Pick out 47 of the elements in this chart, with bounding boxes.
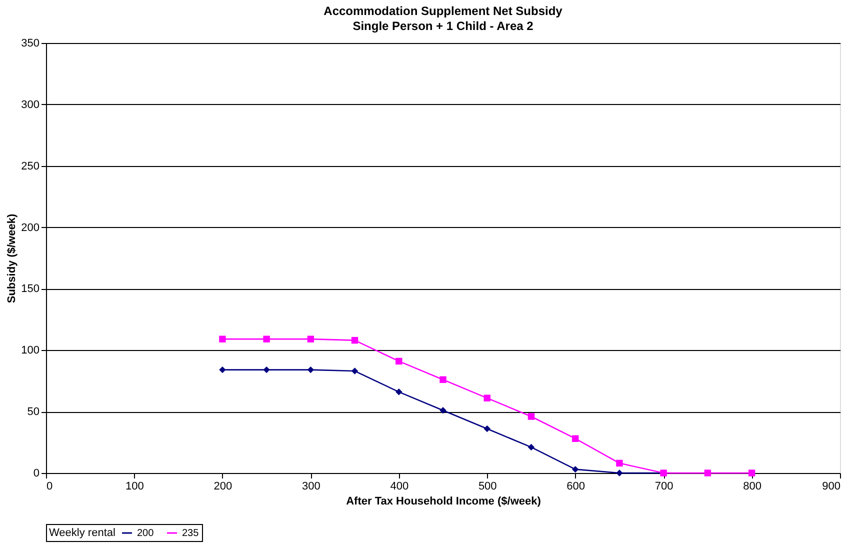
chart-subtitle: Single Person + 1 Child - Area 2: [352, 19, 534, 33]
legend-label: 200: [137, 528, 154, 539]
x-tick-label: 600: [566, 480, 586, 492]
y-axis-title: Subsidy ($/week): [6, 214, 18, 304]
point: [484, 394, 490, 402]
point: [263, 366, 270, 374]
point: [616, 470, 623, 476]
x-tick-label: 300: [302, 480, 320, 492]
point: [572, 435, 579, 442]
legend-title: Weekly rental: [49, 527, 116, 539]
y-tick-label: 50: [27, 406, 40, 418]
point: [748, 470, 756, 476]
x-tick-label: 400: [390, 480, 409, 492]
point: [704, 470, 712, 476]
y-tick-label: 0: [33, 468, 40, 480]
legend-label: 235: [182, 528, 200, 539]
y-tick-label: 250: [21, 160, 40, 172]
y-tick-label: 350: [21, 38, 40, 50]
x-tick-label: 800: [743, 480, 762, 492]
y-tick-label: 200: [21, 222, 40, 234]
x-tick-label: 500: [478, 480, 497, 492]
x-tick-label: 100: [126, 480, 144, 492]
point: [396, 358, 402, 365]
point: [307, 366, 314, 374]
point: [528, 413, 535, 420]
point: [351, 368, 358, 374]
point: [219, 366, 226, 374]
point: [396, 388, 402, 396]
point: [484, 425, 490, 432]
point: [572, 466, 579, 473]
point: [440, 406, 446, 414]
x-tick-label: 200: [214, 480, 232, 492]
y-tick-label: 150: [21, 283, 40, 296]
point: [440, 376, 446, 383]
point: [616, 460, 623, 467]
x-tick-label: 700: [654, 480, 674, 492]
x-tick-label: 900: [822, 480, 840, 492]
y-tick-label: 300: [21, 98, 40, 111]
y-tick-label: 100: [21, 344, 40, 357]
point: [351, 336, 358, 344]
point: [263, 336, 270, 342]
point: [307, 336, 314, 342]
x-axis-title: After Tax Household Income ($/week): [346, 496, 542, 508]
point: [528, 444, 535, 451]
chart-title: Accommodation Supplement Net Subsidy: [324, 4, 563, 18]
point: [219, 336, 226, 342]
x-tick-label: 0: [46, 480, 53, 492]
